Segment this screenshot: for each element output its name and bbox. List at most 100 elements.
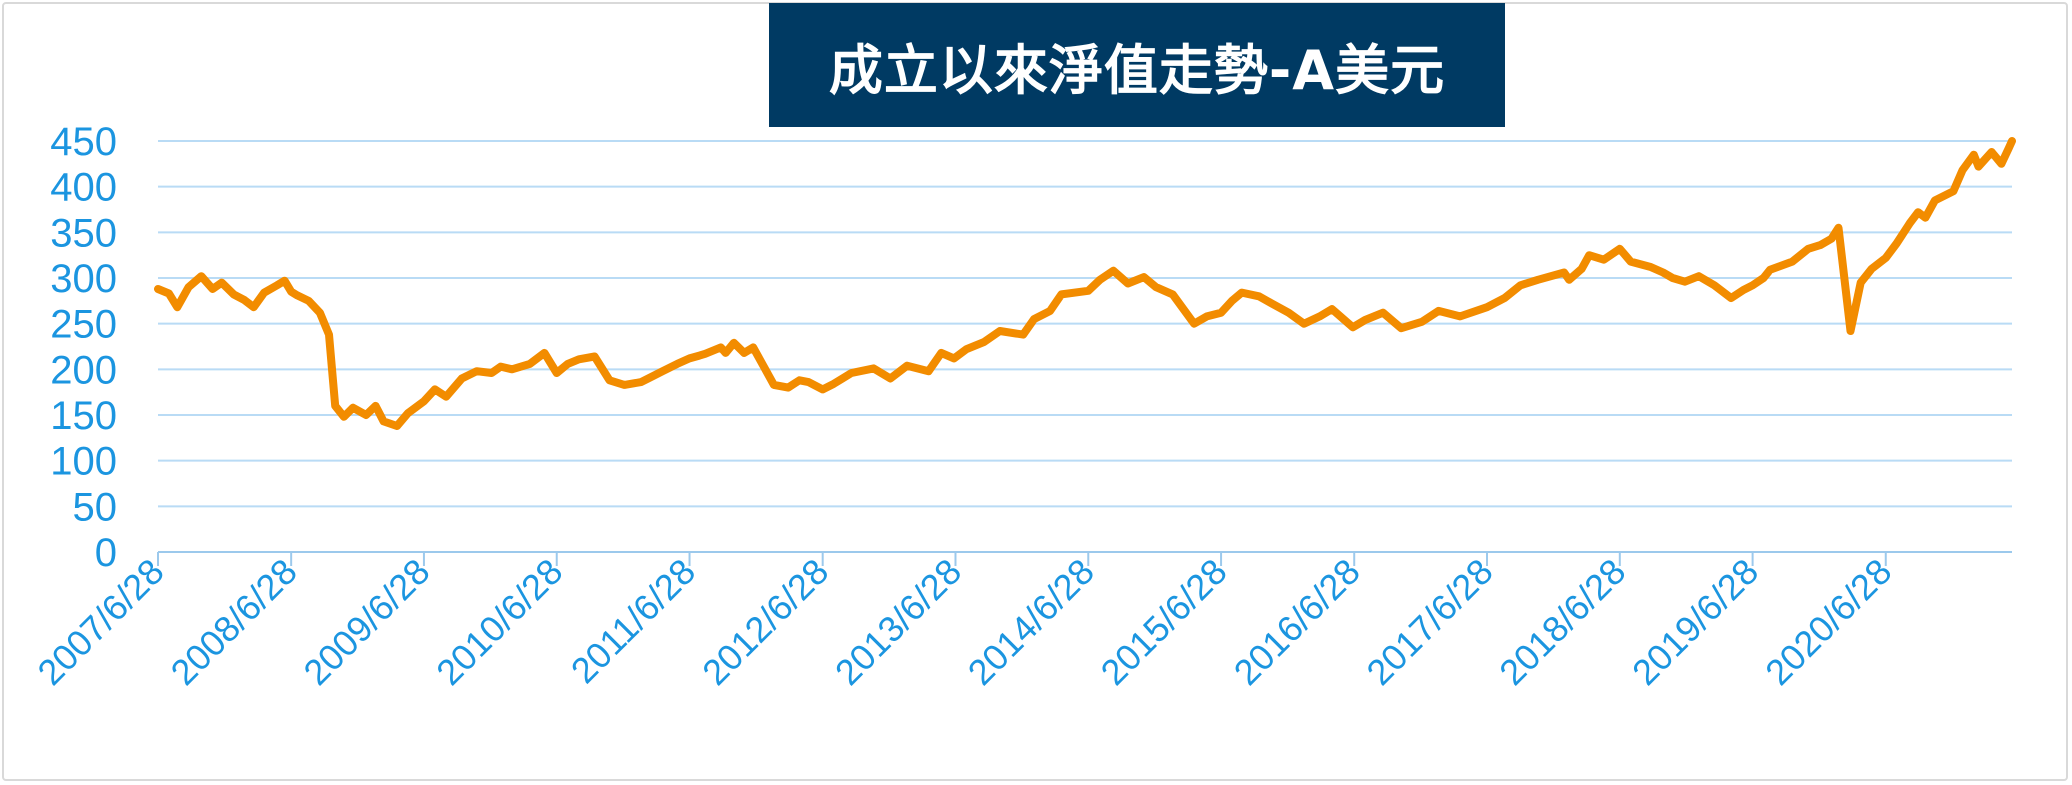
data-point	[1255, 292, 1263, 300]
x-tick-label: 2012/6/28	[694, 551, 836, 693]
data-point	[1203, 312, 1211, 320]
x-tick-label: 2018/6/28	[1491, 551, 1633, 693]
data-point	[209, 285, 217, 293]
data-point	[1238, 289, 1246, 297]
data-point	[605, 376, 613, 384]
data-point	[1300, 320, 1308, 328]
data-point	[173, 303, 181, 311]
data-point	[1456, 312, 1464, 320]
data-point	[1084, 287, 1092, 295]
y-tick-label: 450	[50, 120, 117, 164]
series-group	[154, 137, 2016, 430]
data-point	[1906, 219, 1914, 227]
data-point	[273, 281, 281, 289]
data-point	[1500, 294, 1508, 302]
data-point	[1828, 235, 1836, 243]
data-point	[2008, 137, 2016, 145]
data-point	[331, 402, 339, 410]
data-point	[1975, 163, 1983, 171]
data-point	[1846, 327, 1854, 335]
data-point	[722, 349, 730, 357]
data-point	[1560, 269, 1568, 277]
data-point	[185, 283, 193, 291]
data-point	[673, 360, 681, 368]
data-point	[1534, 276, 1542, 284]
data-point	[508, 365, 516, 373]
data-point	[1882, 254, 1890, 262]
data-point	[1152, 283, 1160, 291]
data-point	[1124, 279, 1132, 287]
data-point	[1516, 281, 1524, 289]
data-point	[1659, 269, 1667, 277]
chart-title: 成立以來淨值走勢-A美元	[769, 3, 1505, 127]
data-point	[1857, 279, 1865, 287]
data-point	[431, 385, 439, 393]
data-point	[1217, 309, 1225, 317]
data-point	[620, 381, 628, 389]
data-point	[1228, 297, 1236, 305]
data-point	[1893, 239, 1901, 247]
data-point	[870, 364, 878, 372]
x-tick-label: 2009/6/28	[295, 551, 437, 693]
data-point	[1268, 300, 1276, 308]
data-point	[404, 409, 412, 417]
data-point	[281, 277, 289, 285]
data-point	[1959, 166, 1967, 174]
data-point	[1669, 274, 1677, 282]
data-point	[362, 411, 370, 419]
x-tick-label: 2019/6/28	[1624, 551, 1766, 693]
data-point	[1328, 305, 1336, 313]
y-tick-label: 250	[50, 303, 117, 347]
data-point	[526, 360, 534, 368]
y-tick-label: 100	[50, 440, 117, 484]
data-point	[1169, 290, 1177, 298]
x-tick-label: 2013/6/28	[827, 551, 969, 693]
y-tick-label: 350	[50, 211, 117, 255]
data-point	[1997, 160, 2005, 168]
data-point	[1379, 309, 1387, 317]
data-point	[996, 327, 1004, 335]
data-point	[1616, 245, 1624, 253]
data-point	[749, 343, 757, 351]
data-point	[1435, 307, 1443, 315]
data-point	[1740, 286, 1748, 294]
data-point	[325, 331, 333, 339]
data-point	[1349, 323, 1357, 331]
data-point	[1057, 290, 1065, 298]
data-point	[497, 363, 505, 371]
data-point	[1109, 267, 1117, 275]
data-point	[1285, 309, 1293, 317]
x-tick-label: 2017/6/28	[1358, 551, 1500, 693]
data-point	[1749, 281, 1757, 289]
data-point	[637, 378, 645, 386]
data-point	[659, 367, 667, 375]
data-point	[701, 350, 709, 358]
data-point	[488, 369, 496, 377]
y-tick-label: 0	[95, 531, 117, 575]
data-point	[250, 303, 258, 311]
x-axis-ticks: 2007/6/282008/6/282009/6/282010/6/282011…	[29, 551, 1899, 693]
x-tick-label: 2020/6/28	[1757, 551, 1899, 693]
data-point	[1970, 151, 1978, 159]
data-point	[197, 272, 205, 280]
data-point	[1140, 273, 1148, 281]
data-point	[1727, 294, 1735, 302]
data-point	[1681, 278, 1689, 286]
data-point	[1914, 208, 1922, 216]
data-point	[1418, 318, 1426, 326]
data-point	[1834, 224, 1842, 232]
data-point	[770, 381, 778, 389]
data-point	[717, 343, 725, 351]
data-point	[293, 291, 301, 299]
x-tick-label: 2015/6/28	[1092, 551, 1234, 693]
data-point	[795, 376, 803, 384]
data-point	[830, 380, 838, 388]
data-point	[1361, 316, 1369, 324]
data-point	[1647, 263, 1655, 271]
data-point	[316, 309, 324, 317]
data-point	[1695, 272, 1703, 280]
data-point	[1921, 214, 1929, 222]
data-point	[980, 338, 988, 346]
